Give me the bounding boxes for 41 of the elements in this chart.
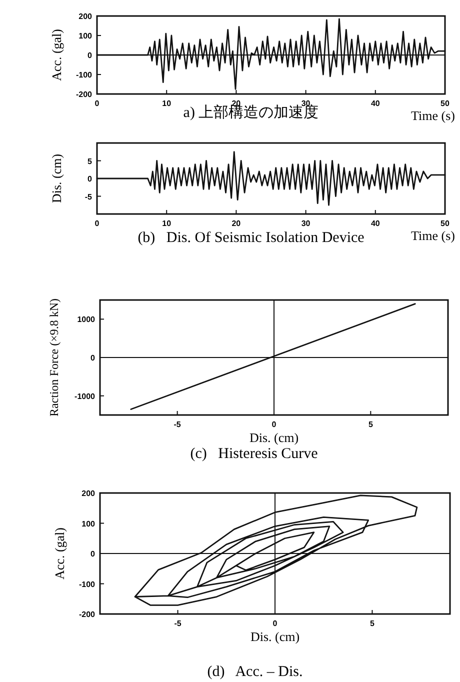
y-tick-label: 0 (90, 354, 96, 362)
y-axis-title: Dis. (cm) (49, 154, 64, 204)
x-tick-label: 50 (440, 219, 450, 228)
x-tick-label: 20 (232, 219, 242, 228)
x-tick-label: 50 (440, 99, 450, 108)
y-tick-label: -200 (76, 90, 93, 99)
x-tick-label: 10 (162, 99, 172, 108)
x-axis-title: Dis. (cm) (250, 629, 300, 644)
x-tick-label: 40 (370, 99, 380, 108)
y-tick-label: 0 (90, 550, 96, 558)
x-tick-label: 0 (272, 420, 277, 429)
y-tick-label: -100 (78, 580, 96, 589)
y-tick-label: -1000 (74, 392, 96, 401)
y-tick-label: -200 (78, 610, 96, 619)
text: (d) Acc. – Dis. (207, 664, 303, 680)
x-axis-title: Time (s) (411, 228, 455, 243)
x-axis-title: Time (s) (411, 108, 455, 123)
x-tick-label: 40 (370, 219, 380, 228)
y-tick-label: 200 (78, 12, 93, 21)
y-tick-label: -5 (84, 192, 93, 202)
y-tick-label: -100 (76, 70, 93, 80)
y-axis-title: Acc. (gal) (49, 29, 64, 81)
y-tick-label: 5 (88, 156, 93, 166)
y-axis-title: Acc. (gal) (52, 528, 67, 580)
y-tick-label: 0 (88, 174, 93, 184)
y-axis-title: Raction Force (×9.8 kN) (47, 298, 61, 417)
x-axis-title: Dis. (cm) (249, 430, 299, 445)
y-tick-label: 1000 (77, 315, 96, 324)
y-tick-label: 200 (82, 489, 96, 498)
x-tick-label: 5 (370, 619, 375, 628)
y-tick-label: 100 (82, 519, 96, 528)
x-tick-label: 0 (272, 619, 278, 628)
x-tick-label: 10 (162, 219, 172, 228)
x-tick-label: -5 (174, 619, 182, 628)
x-tick-label: 30 (301, 219, 311, 228)
x-tick-label: 5 (368, 420, 374, 429)
y-tick-label: 0 (88, 51, 93, 60)
x-tick-label: -5 (174, 420, 182, 429)
y-tick-label: 100 (78, 32, 93, 40)
text: (b) Dis. Of Seismic Isolation Device (138, 230, 365, 246)
text: (c) Histeresis Curve (190, 446, 318, 462)
